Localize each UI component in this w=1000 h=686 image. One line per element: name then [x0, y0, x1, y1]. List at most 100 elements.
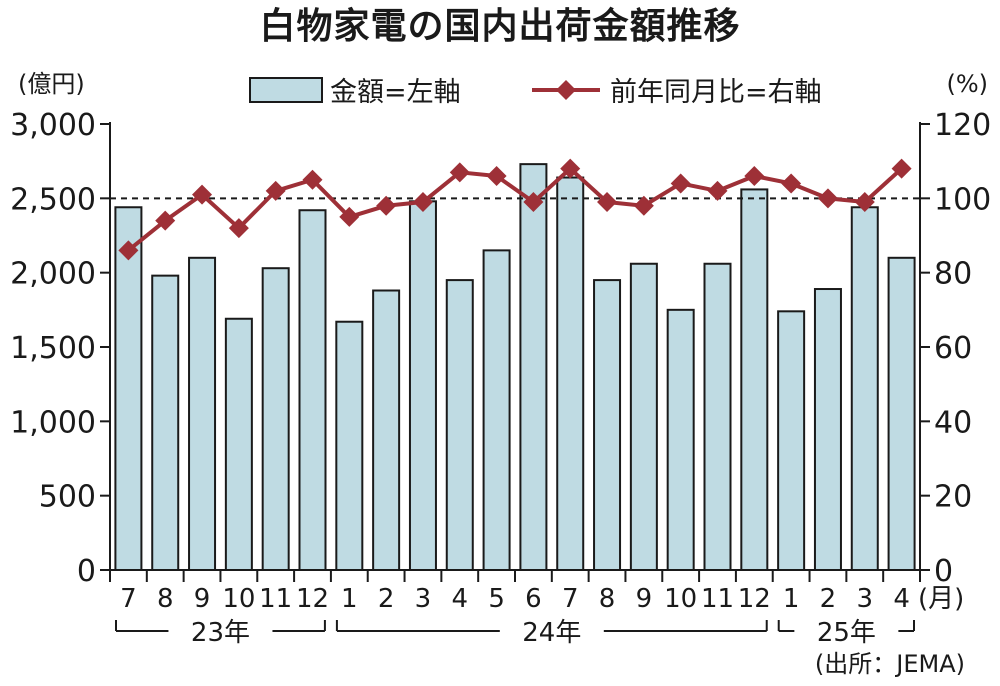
- x-tick-label: 8: [157, 584, 174, 614]
- left-axis-unit: (億円): [18, 70, 85, 98]
- line-point: [744, 166, 765, 187]
- x-tick-label: 1: [341, 584, 358, 614]
- bar: [482, 249, 511, 571]
- bar: [666, 308, 695, 571]
- right-tick-label: 100: [934, 182, 991, 217]
- x-tick-label: 3: [415, 584, 432, 614]
- bar: [335, 320, 364, 571]
- year-label: 24年: [522, 618, 581, 648]
- bar: [151, 274, 180, 571]
- bar: [188, 256, 217, 571]
- line-point: [192, 184, 213, 205]
- year-brackets: 23年 24年 25年: [115, 618, 915, 648]
- right-tick-label: 80: [934, 257, 972, 292]
- legend-bar-swatch: [249, 77, 323, 103]
- x-tick-label: 2: [378, 584, 395, 614]
- x-tick-label: 5: [488, 584, 505, 614]
- left-tick-label: 2,500: [10, 182, 96, 217]
- left-tick-label: 0: [77, 554, 96, 589]
- bar: [224, 317, 253, 571]
- left-tick-label: 2,000: [10, 257, 96, 292]
- source-note: (出所：JEMA): [815, 650, 965, 678]
- line-point: [302, 169, 323, 190]
- x-tick-label: 1: [783, 584, 800, 614]
- bar: [408, 200, 437, 571]
- bar: [261, 267, 290, 571]
- right-axis-unit: (%): [946, 70, 988, 98]
- line-point: [633, 195, 654, 216]
- x-tick-label: 3: [856, 584, 873, 614]
- line-point: [891, 158, 912, 179]
- x-tick-label: 12: [296, 584, 329, 614]
- right-tick-label: 0: [934, 554, 953, 589]
- x-tick-label: 11: [259, 584, 292, 614]
- x-tick-label: 2: [820, 584, 837, 614]
- x-tick-label: 9: [636, 584, 653, 614]
- left-tick-label: 3,000: [10, 108, 96, 143]
- bar: [887, 256, 916, 571]
- line-point: [817, 188, 838, 209]
- x-tick-label: 4: [893, 584, 910, 614]
- bar-series: [114, 163, 916, 572]
- bar: [114, 206, 143, 571]
- x-tick-label: 11: [701, 584, 734, 614]
- bar: [777, 310, 806, 571]
- bar: [813, 288, 842, 571]
- line-point: [155, 210, 176, 231]
- line-path: [127, 166, 903, 252]
- line-series: [118, 158, 912, 261]
- line-point: [707, 180, 728, 201]
- bar: [298, 209, 327, 572]
- line-point: [670, 173, 691, 194]
- x-tick-label: 7: [562, 584, 579, 614]
- right-tick-label: 60: [934, 331, 972, 366]
- legend-line-label: 前年同月比=右軸: [610, 77, 822, 108]
- line-point: [412, 192, 433, 213]
- right-tick-label: 120: [934, 108, 991, 143]
- left-tick-label: 1,000: [10, 405, 96, 440]
- right-tick-label: 20: [934, 480, 972, 515]
- bar: [445, 279, 474, 571]
- chart-title: 白物家電の国内出荷金額推移: [259, 5, 740, 47]
- x-tick-label: 6: [525, 584, 542, 614]
- line-point: [854, 192, 875, 213]
- x-tick-label: 10: [222, 584, 255, 614]
- line-point: [560, 158, 581, 179]
- line-point: [597, 192, 618, 213]
- line-point: [228, 218, 249, 239]
- bar: [556, 176, 585, 572]
- x-axis-unit: (月): [918, 584, 964, 614]
- legend-bar-label: 金額=左軸: [330, 77, 461, 108]
- axes: 0 500 1,000 1,500 2,000 2,500 3,000 0 20 40 60 80 10…: [10, 108, 991, 589]
- x-tick-label: 7: [120, 584, 137, 614]
- line-point: [118, 240, 139, 261]
- bar: [519, 163, 548, 571]
- line-point: [449, 162, 470, 183]
- bar: [372, 289, 401, 571]
- line-point: [486, 166, 507, 187]
- x-tick-label: 9: [194, 584, 211, 614]
- x-tick-labels: 7 8 9 10 11 12 1 2 3 4 5 6 7 8 9 10 11 12 1 2 3 4: [120, 584, 910, 614]
- right-tick-label: 40: [934, 405, 972, 440]
- bar: [593, 279, 622, 571]
- left-tick-label: 1,500: [10, 331, 96, 366]
- left-tick-label: 500: [39, 480, 96, 515]
- line-point: [376, 195, 397, 216]
- x-tick-label: 8: [599, 584, 616, 614]
- year-label: 25年: [817, 618, 876, 648]
- line-point: [781, 173, 802, 194]
- x-tick-label: 10: [664, 584, 697, 614]
- line-point: [523, 192, 544, 213]
- bar: [703, 262, 732, 571]
- bar: [740, 188, 769, 571]
- year-label: 23年: [191, 618, 250, 648]
- bar: [629, 262, 658, 571]
- bar: [850, 206, 879, 571]
- x-tick-label: 12: [738, 584, 771, 614]
- legend: 金額=左軸 前年同月比=右軸: [249, 77, 822, 108]
- x-tick-label: 4: [451, 584, 468, 614]
- line-point: [265, 180, 286, 201]
- legend-line-marker: [556, 80, 576, 100]
- line-point: [339, 206, 360, 227]
